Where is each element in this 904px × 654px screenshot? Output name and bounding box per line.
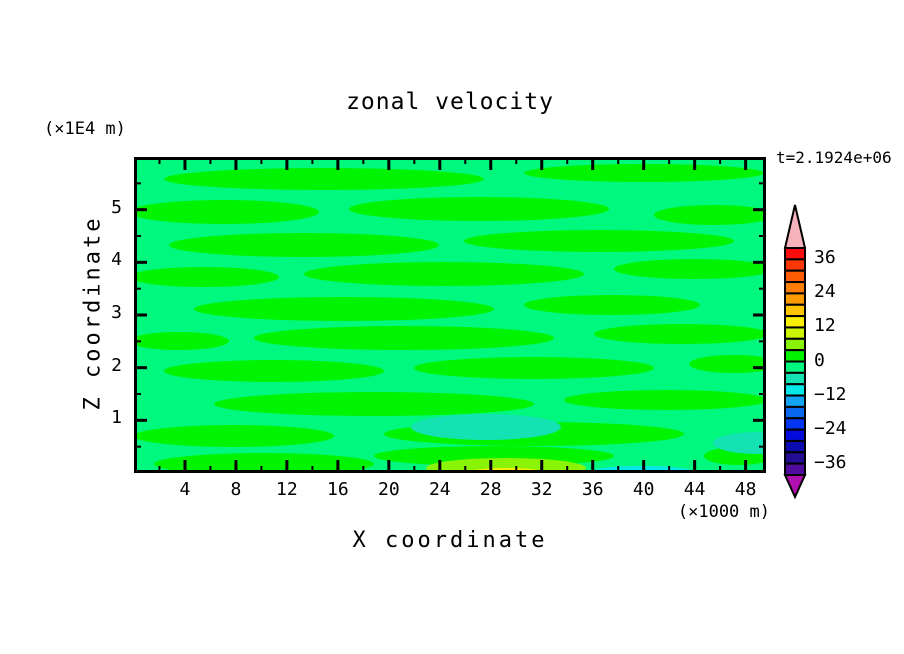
colorbar-band [784,439,806,454]
colorbar-tick-label: 36 [814,247,836,269]
contour-region [194,297,494,321]
contour-region [411,414,561,440]
x-tick-label: 16 [327,479,349,500]
contour-region [134,332,229,350]
y-tick-label: 2 [111,354,122,376]
colorbar-tick-label: −12 [814,383,847,405]
x-tick-label: 44 [683,479,706,500]
colorbar [783,204,807,500]
colorbar-tick-label: −24 [814,417,847,439]
colorbar-arrow-top [783,204,807,249]
x-tick-label: 48 [734,479,757,500]
colorbar-arrow-bottom [783,474,807,500]
colorbar-band [784,337,806,352]
y-axis-unit-label: (×1E4 m) [44,119,126,139]
contour-region [414,357,654,379]
contour-region [134,425,334,447]
y-tick-label: 1 [111,407,122,429]
colorbar-band [784,394,806,408]
contour-region [254,326,554,350]
y-tick-label: 5 [111,196,122,218]
contour-region [164,360,384,382]
contour-region [594,324,766,344]
x-tick-label: 32 [530,479,553,500]
colorbar-band [784,383,806,397]
colorbar-band [784,247,806,261]
contour-region [214,392,534,416]
contour-region [464,230,734,252]
colorbar-band [784,462,806,476]
colorbar-tick-label: −36 [814,451,847,473]
colorbar-band [784,405,806,420]
x-tick-label: 28 [479,479,502,500]
time-annotation: t=2.1924e+06 [776,148,892,167]
colorbar-band [784,315,806,329]
plot-frame [134,157,766,473]
x-tick-label: 12 [276,479,298,500]
colorbar-band [784,258,806,272]
colorbar-band [784,281,806,295]
colorbar-band [784,428,806,442]
colorbar-band [784,326,806,340]
colorbar-band [784,360,806,374]
contour-region [164,168,484,190]
x-tick-label: 8 [230,479,242,500]
contour-region [524,295,700,315]
x-tick-label: 36 [581,479,604,500]
contour-region [134,267,279,287]
x-axis-title: X coordinate [352,528,548,553]
contour-region [614,259,766,279]
y-tick-label: 4 [111,249,122,271]
colorbar-band [784,303,806,318]
colorbar-band [784,269,806,284]
contour-plot [134,157,766,473]
colorbar-tick-label: 24 [814,281,836,303]
contour-region [564,390,766,410]
x-tick-label: 24 [428,479,451,500]
x-tick-label: 20 [377,479,400,500]
contour-region [154,453,374,473]
x-tick-label: 4 [179,479,191,500]
colorbar-band [784,451,806,465]
colorbar-band [784,371,806,386]
plot-title: zonal velocity [346,89,554,115]
colorbar-tick-label: 0 [814,349,825,371]
contour-region [304,262,584,286]
colorbar-band [784,417,806,431]
contour-region [134,200,319,224]
colorbar-band [784,292,806,306]
contour-region [349,197,609,221]
colorbar-tick-label: 12 [814,315,836,337]
contour-region [169,233,439,257]
contour-region [524,164,764,182]
contour-region [689,355,766,373]
y-tick-label: 3 [111,302,122,323]
contour-region [713,432,766,454]
x-tick-label: 40 [632,479,655,500]
contour-region [654,205,766,225]
x-axis-unit-label: (×1000 m) [677,502,770,522]
colorbar-band [784,349,806,363]
